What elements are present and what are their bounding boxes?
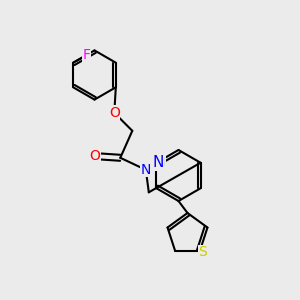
Text: N: N: [141, 163, 151, 177]
Text: O: O: [89, 149, 100, 163]
Text: H: H: [155, 156, 165, 169]
Text: N: N: [152, 155, 164, 170]
Text: S: S: [199, 245, 207, 260]
Text: O: O: [109, 106, 120, 120]
Text: F: F: [83, 48, 91, 62]
